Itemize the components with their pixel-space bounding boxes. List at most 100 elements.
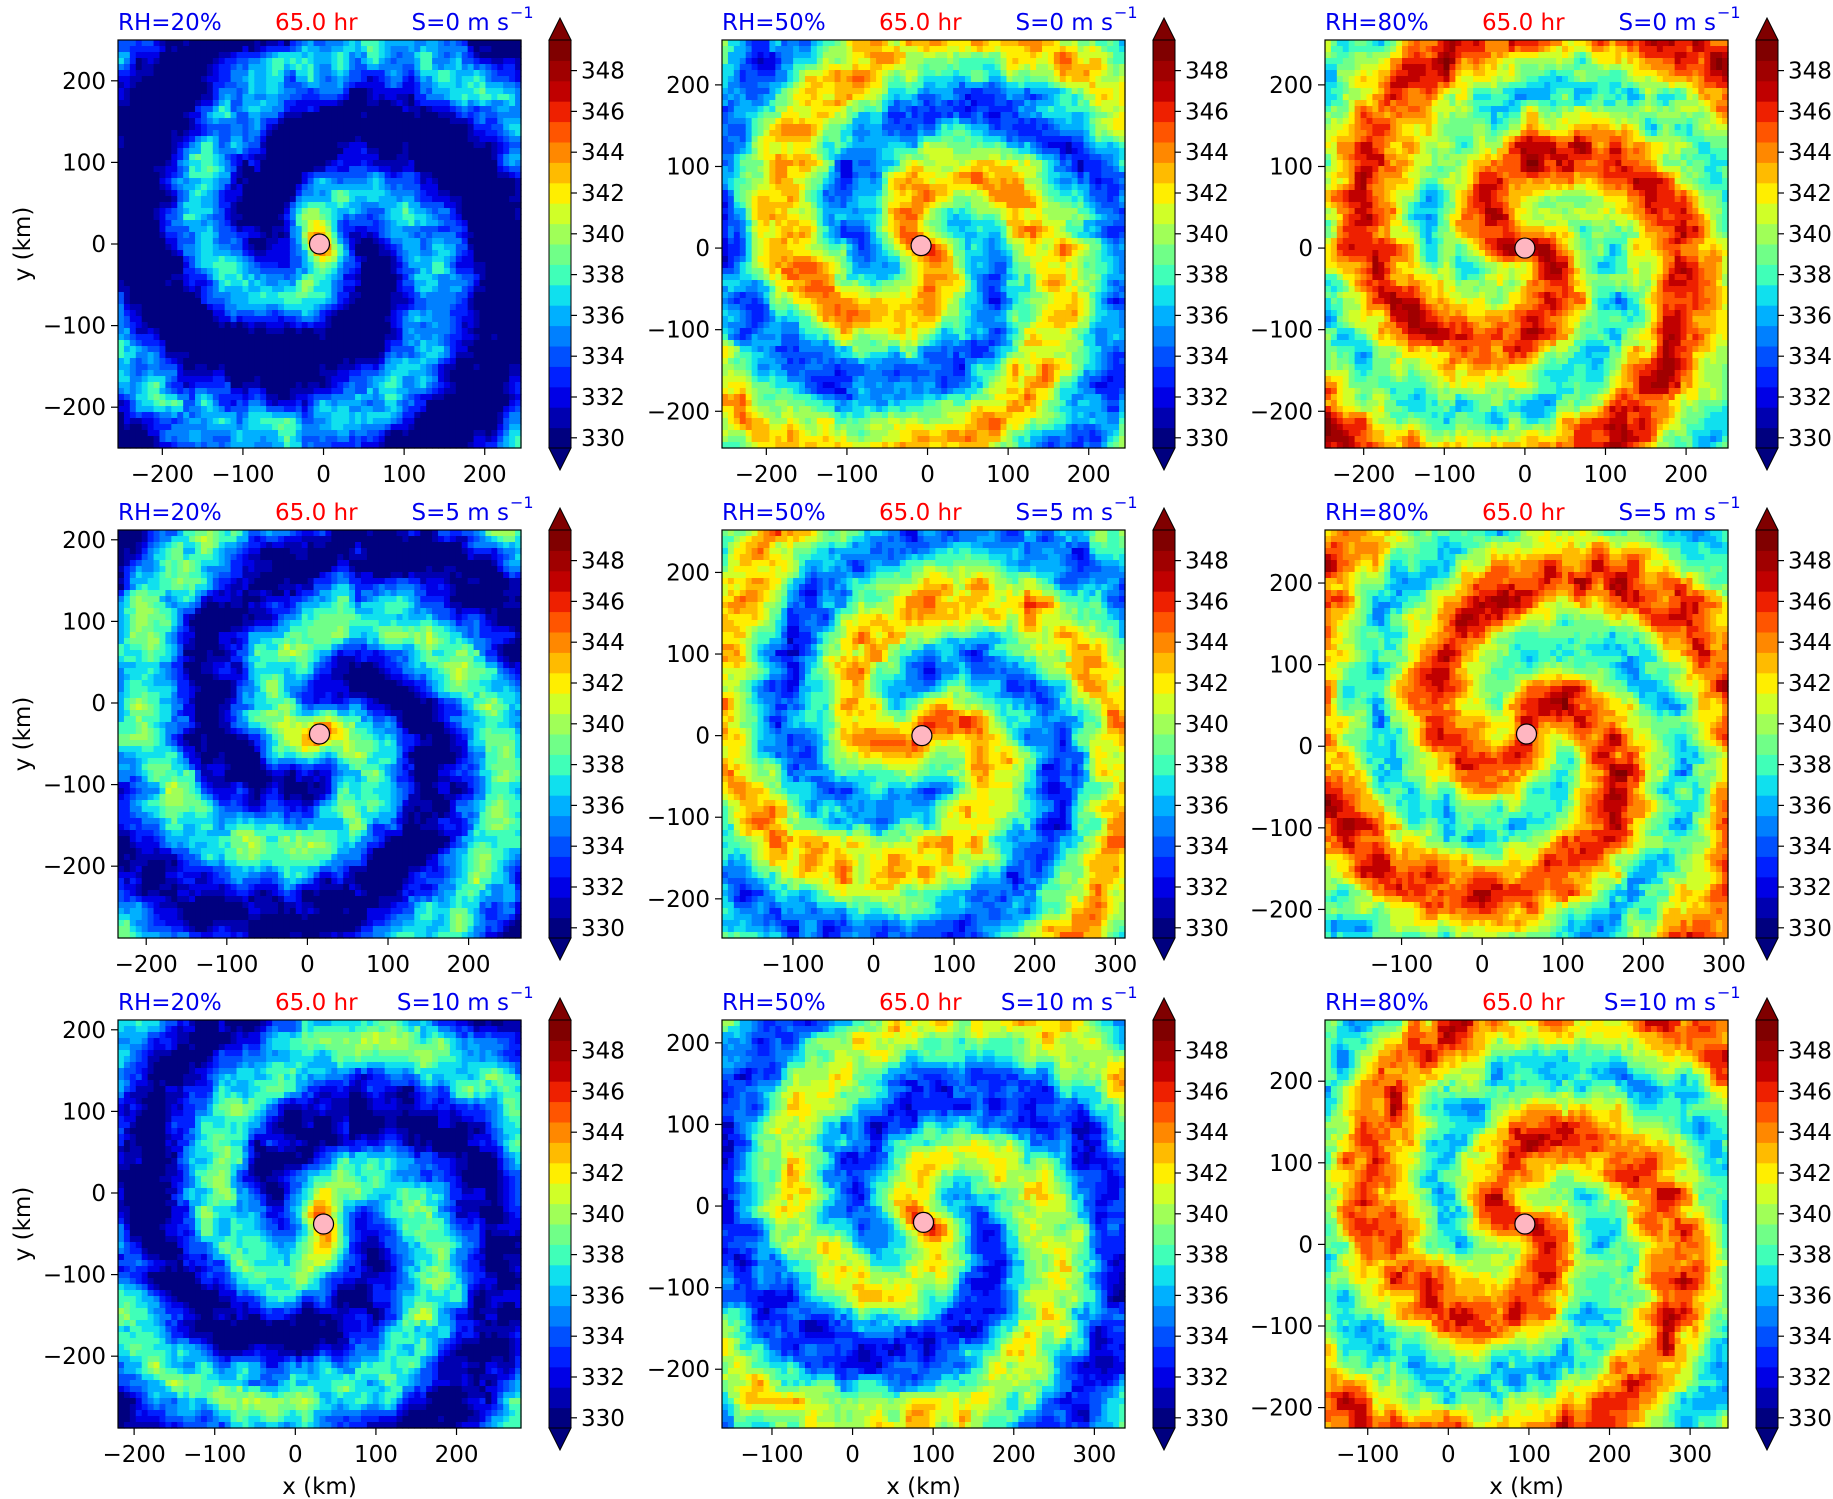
heatmap-cell [154,112,161,119]
heatmap-cell [296,322,303,329]
heatmap-cell [183,304,190,311]
heatmap-cell [225,112,232,119]
heatmap-cell [171,238,178,245]
heatmap-cell [314,304,321,311]
heatmap-cell [320,388,327,395]
heatmap-cell [177,424,184,431]
heatmap-cell [148,106,155,113]
heatmap-cell [201,214,208,221]
heatmap-cell [331,202,338,209]
heatmap-cell [242,346,249,353]
heatmap-cell [159,226,166,233]
heatmap-cell [118,406,125,413]
heatmap-cell [225,286,232,293]
heatmap-cell [237,232,244,239]
heatmap-cell [148,178,155,185]
heatmap-cell [278,334,285,341]
heatmap-cell [130,130,137,137]
heatmap-cell [213,88,220,95]
heatmap-cell [231,82,238,89]
heatmap-cell [118,46,125,53]
heatmap-cell [183,172,190,179]
heatmap-cell [237,406,244,413]
heatmap-cell [124,424,131,431]
heatmap-cell [183,274,190,281]
heatmap-cell [278,142,285,149]
heatmap-cell [231,304,238,311]
heatmap-cell [337,130,344,137]
heatmap-cell [136,400,143,407]
heatmap-cell [337,232,344,239]
heatmap-cell [260,382,267,389]
heatmap-cell [177,112,184,119]
heatmap-cell [124,304,131,311]
heatmap-cell [165,370,172,377]
heatmap-cell [325,184,332,191]
heatmap-cell [183,136,190,143]
heatmap-cell [266,424,273,431]
heatmap-cell [302,286,309,293]
heatmap-cell [248,190,255,197]
heatmap-cell [154,106,161,113]
heatmap-cell [171,118,178,125]
heatmap-cell [171,430,178,437]
heatmap-cell [248,166,255,173]
heatmap-cell [266,340,273,347]
heatmap-cell [136,178,143,185]
heatmap-cell [177,64,184,71]
heatmap-cell [219,76,226,83]
heatmap-cell [290,418,297,425]
heatmap-cell [278,244,285,251]
heatmap-cell [118,430,125,437]
heatmap-cell [237,190,244,197]
heatmap-cell [272,244,279,251]
heatmap-cell [159,412,166,419]
heatmap-cell [130,394,137,401]
heatmap-cell [225,184,232,191]
heatmap-cell [266,304,273,311]
heatmap-cell [231,286,238,293]
heatmap-cell [248,382,255,389]
heatmap-cell [242,400,249,407]
heatmap-cell [296,244,303,251]
heatmap-cell [325,58,332,65]
heatmap-cell [314,430,321,437]
heatmap-cell [320,52,327,59]
heatmap-cell [213,322,220,329]
heatmap-cell [142,430,149,437]
heatmap-cell [177,70,184,77]
heatmap-cell [154,424,161,431]
heatmap-cell [136,280,143,287]
heatmap-cell [308,184,315,191]
heatmap-cell [165,232,172,239]
heatmap-cell [130,274,137,281]
heatmap-cell [154,40,161,47]
heatmap-cell [314,316,321,323]
heatmap-cell [165,136,172,143]
heatmap-cell [266,316,273,323]
heatmap-cell [260,166,267,173]
heatmap-cell [242,298,249,305]
heatmap-cell [189,280,196,287]
heatmap-cell [177,262,184,269]
heatmap-cell [154,148,161,155]
heatmap-cell [242,280,249,287]
heatmap-cell [118,286,125,293]
heatmap-cell [320,100,327,107]
heatmap-cell [266,178,273,185]
heatmap-cell [260,94,267,101]
heatmap-cell [331,316,338,323]
heatmap-cell [325,40,332,47]
heatmap-cell [260,280,267,287]
heatmap-cell [201,70,208,77]
heatmap-cell [296,154,303,161]
heatmap-cell [130,232,137,239]
heatmap-cell [302,328,309,335]
heatmap-cell [171,382,178,389]
heatmap-cell [207,370,214,377]
heatmap-cell [124,346,131,353]
heatmap-cell [136,220,143,227]
heatmap-cell [237,82,244,89]
heatmap-cell [177,256,184,263]
heatmap-cell [207,238,214,245]
